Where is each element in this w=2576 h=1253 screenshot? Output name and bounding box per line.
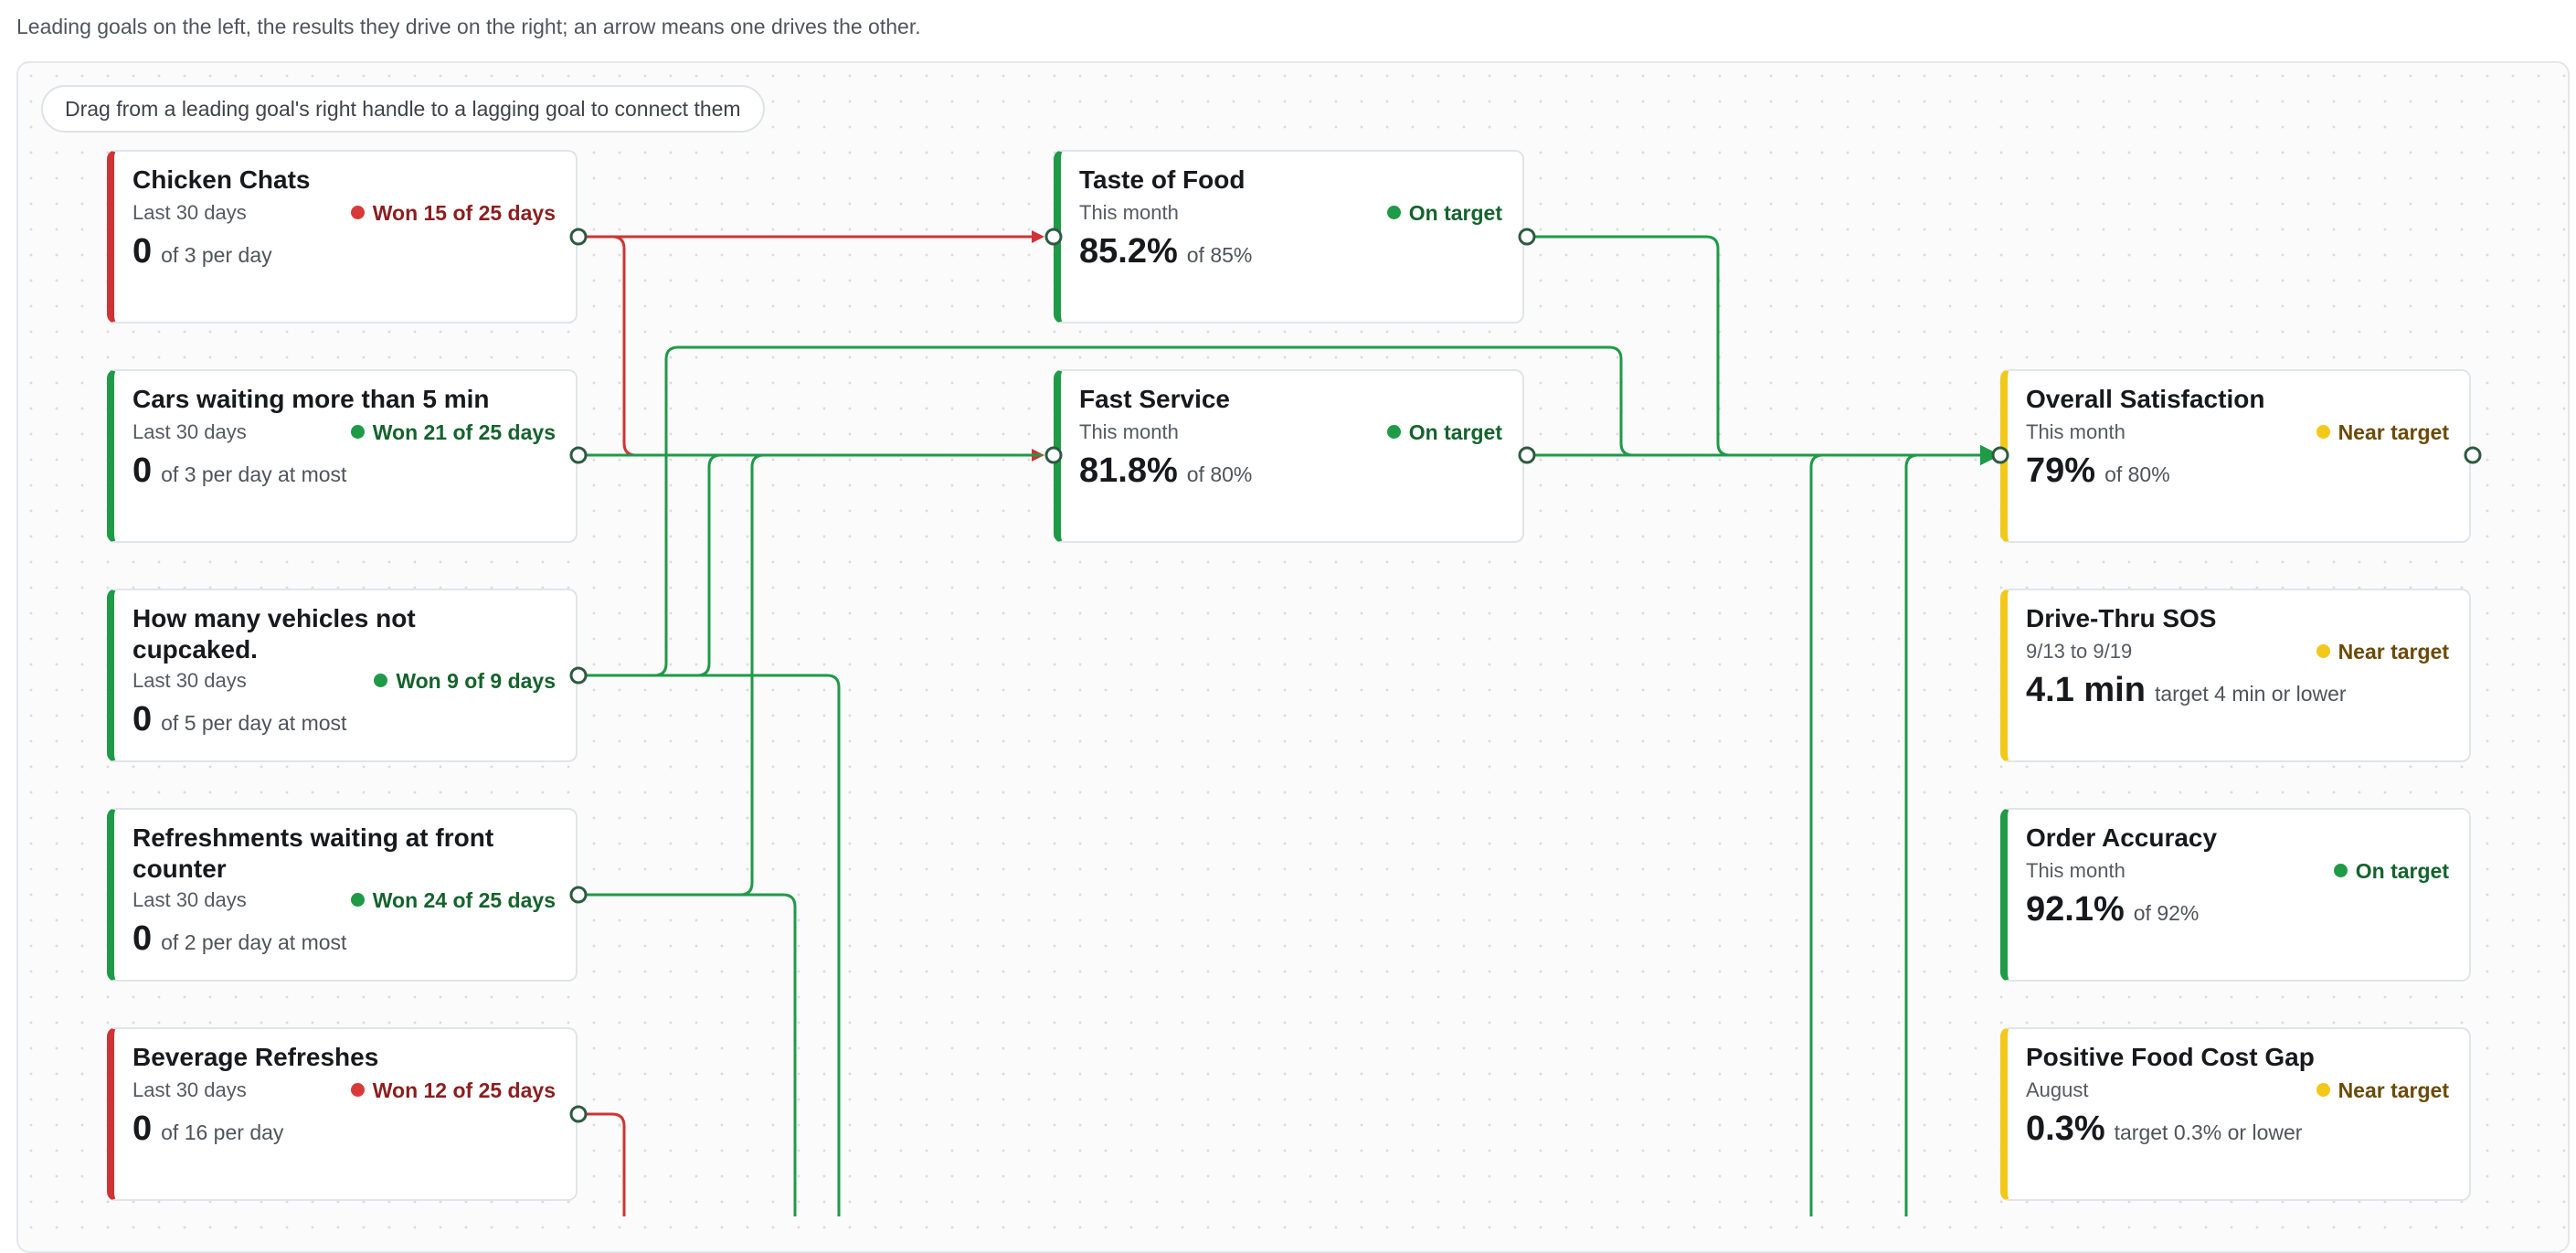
goal-value: 81.8% of 80% xyxy=(1079,451,1253,490)
goal-title: Overall Satisfaction xyxy=(2026,385,2265,413)
goal-title: Drive-Thru SOS xyxy=(2026,604,2217,632)
goal-card-fast-service[interactable]: Fast Service This month On target 81.8% o… xyxy=(1054,369,1524,543)
connection-handles xyxy=(569,228,2482,1123)
goal-value: 79% of 80% xyxy=(2026,451,2170,490)
output-handle-vehicles-not-cupcaked[interactable] xyxy=(569,666,588,685)
connection-lines xyxy=(578,230,2000,1216)
link-beverage-refreshes-down[interactable] xyxy=(578,1112,626,1216)
goal-card-vehicles-not-cupcaked[interactable]: How many vehicles not cupcaked. Last 30 … xyxy=(107,589,578,762)
output-handle-refreshments-waiting[interactable] xyxy=(569,886,588,904)
goal-card-overall-satisfaction[interactable]: Overall Satisfaction This month Near tar… xyxy=(2000,369,2471,543)
status-dot-icon xyxy=(2316,644,2330,659)
goal-card-refreshments-waiting[interactable]: Refreshments waiting at front counter La… xyxy=(107,808,578,982)
output-handle-overall-satisfaction[interactable] xyxy=(2464,446,2482,464)
input-handle-overall-satisfaction[interactable] xyxy=(1991,446,2009,464)
goal-title: Refreshments waiting at front counter xyxy=(133,823,494,883)
goal-period: Last 30 days xyxy=(133,669,247,692)
goal-status: On target xyxy=(1386,201,1502,226)
goal-status: Near target xyxy=(2316,640,2449,664)
status-dot-icon xyxy=(374,674,388,688)
goal-status: Near target xyxy=(2316,420,2449,445)
status-dot-icon xyxy=(350,425,365,440)
goal-period: Last 30 days xyxy=(133,201,247,224)
goal-value: 0 of 2 per day at most xyxy=(133,919,347,958)
link-below-overall-satisfaction-b[interactable] xyxy=(1904,445,2000,1216)
goal-title: Beverage Refreshes xyxy=(133,1043,379,1071)
status-dot-icon xyxy=(2316,425,2330,440)
input-handle-taste-of-food[interactable] xyxy=(1044,228,1063,246)
goal-title: Positive Food Cost Gap xyxy=(2026,1043,2315,1071)
status-dot-icon xyxy=(350,1083,365,1098)
goal-status: Won 12 of 25 days xyxy=(350,1078,556,1103)
link-vehicles-down[interactable] xyxy=(578,674,841,1216)
goal-card-chicken-chats[interactable]: Chicken Chats Last 30 days Won 15 of 25 … xyxy=(107,150,578,324)
status-dot-icon xyxy=(1386,206,1401,220)
goal-period: 9/13 to 9/19 xyxy=(2026,640,2133,663)
status-dot-icon xyxy=(2316,1083,2330,1098)
status-dot-icon xyxy=(1386,425,1401,440)
goal-card-order-accuracy[interactable]: Order Accuracy This month On target 92.1… xyxy=(2000,808,2471,982)
goal-period: This month xyxy=(2026,420,2125,443)
goal-value: 4.1 min target 4 min or lower xyxy=(2026,671,2347,709)
goal-period: This month xyxy=(1079,201,1179,224)
connect-hint: Drag from a leading goal's right handle … xyxy=(41,85,765,133)
link-below-overall-satisfaction-a[interactable] xyxy=(1809,445,2000,1216)
goal-period: Last 30 days xyxy=(133,420,247,443)
goal-value: 85.2% of 85% xyxy=(1079,232,1253,271)
goal-period: August xyxy=(2026,1078,2089,1101)
output-handle-taste-of-food[interactable] xyxy=(1518,228,1536,246)
goal-period: Last 30 days xyxy=(133,888,247,911)
goal-value: 0 of 5 per day at most xyxy=(133,700,347,738)
goal-status: Near target xyxy=(2316,1078,2449,1103)
output-handle-beverage-refreshes[interactable] xyxy=(569,1105,588,1123)
goal-status: On target xyxy=(1386,420,1502,445)
goal-value: 0 of 3 per day at most xyxy=(133,451,347,490)
goal-title: Taste of Food xyxy=(1079,165,1246,194)
goal-status: Won 15 of 25 days xyxy=(350,201,556,226)
intro-text: Leading goals on the left, the results t… xyxy=(16,15,921,38)
status-dot-icon xyxy=(2333,864,2348,878)
goal-title: Cars waiting more than 5 min xyxy=(133,385,490,413)
goal-status: Won 24 of 25 days xyxy=(350,888,556,913)
goal-title: How many vehicles not cupcaked. xyxy=(133,604,416,664)
goal-value: 0.3% target 0.3% or lower xyxy=(2026,1110,2303,1148)
link-refreshments-down[interactable] xyxy=(578,893,797,1216)
goal-title: Fast Service xyxy=(1079,385,1230,413)
goal-status: On target xyxy=(2333,859,2449,884)
output-handle-cars-waiting[interactable] xyxy=(569,446,588,464)
goal-period: Last 30 days xyxy=(133,1078,247,1101)
output-handle-fast-service[interactable] xyxy=(1518,446,1536,464)
goal-card-drive-thru-sos[interactable]: Drive-Thru SOS 9/13 to 9/19 Near target … xyxy=(2000,589,2471,762)
goal-card-beverage-refreshes[interactable]: Beverage Refreshes Last 30 days Won 12 o… xyxy=(107,1027,578,1201)
goal-period: This month xyxy=(1079,420,1179,443)
status-dot-icon xyxy=(350,893,365,908)
status-dot-icon xyxy=(350,206,365,220)
goal-card-positive-food-cost-gap[interactable]: Positive Food Cost Gap August Near targe… xyxy=(2000,1027,2471,1201)
link-vehicles-overall-satisfaction[interactable] xyxy=(578,345,2000,677)
output-handle-chicken-chats[interactable] xyxy=(569,228,588,246)
goal-value: 0 of 16 per day xyxy=(133,1110,284,1148)
input-handle-fast-service[interactable] xyxy=(1044,446,1063,464)
goal-status: Won 21 of 25 days xyxy=(350,420,556,445)
goal-title: Order Accuracy xyxy=(2026,823,2218,852)
goal-value: 0 of 3 per day xyxy=(133,232,272,271)
goal-value: 92.1% of 92% xyxy=(2026,890,2200,929)
goal-card-cars-waiting[interactable]: Cars waiting more than 5 min Last 30 day… xyxy=(107,369,578,543)
goal-title: Chicken Chats xyxy=(133,165,311,194)
goal-period: This month xyxy=(2026,859,2125,882)
goal-status: Won 9 of 9 days xyxy=(374,669,556,694)
